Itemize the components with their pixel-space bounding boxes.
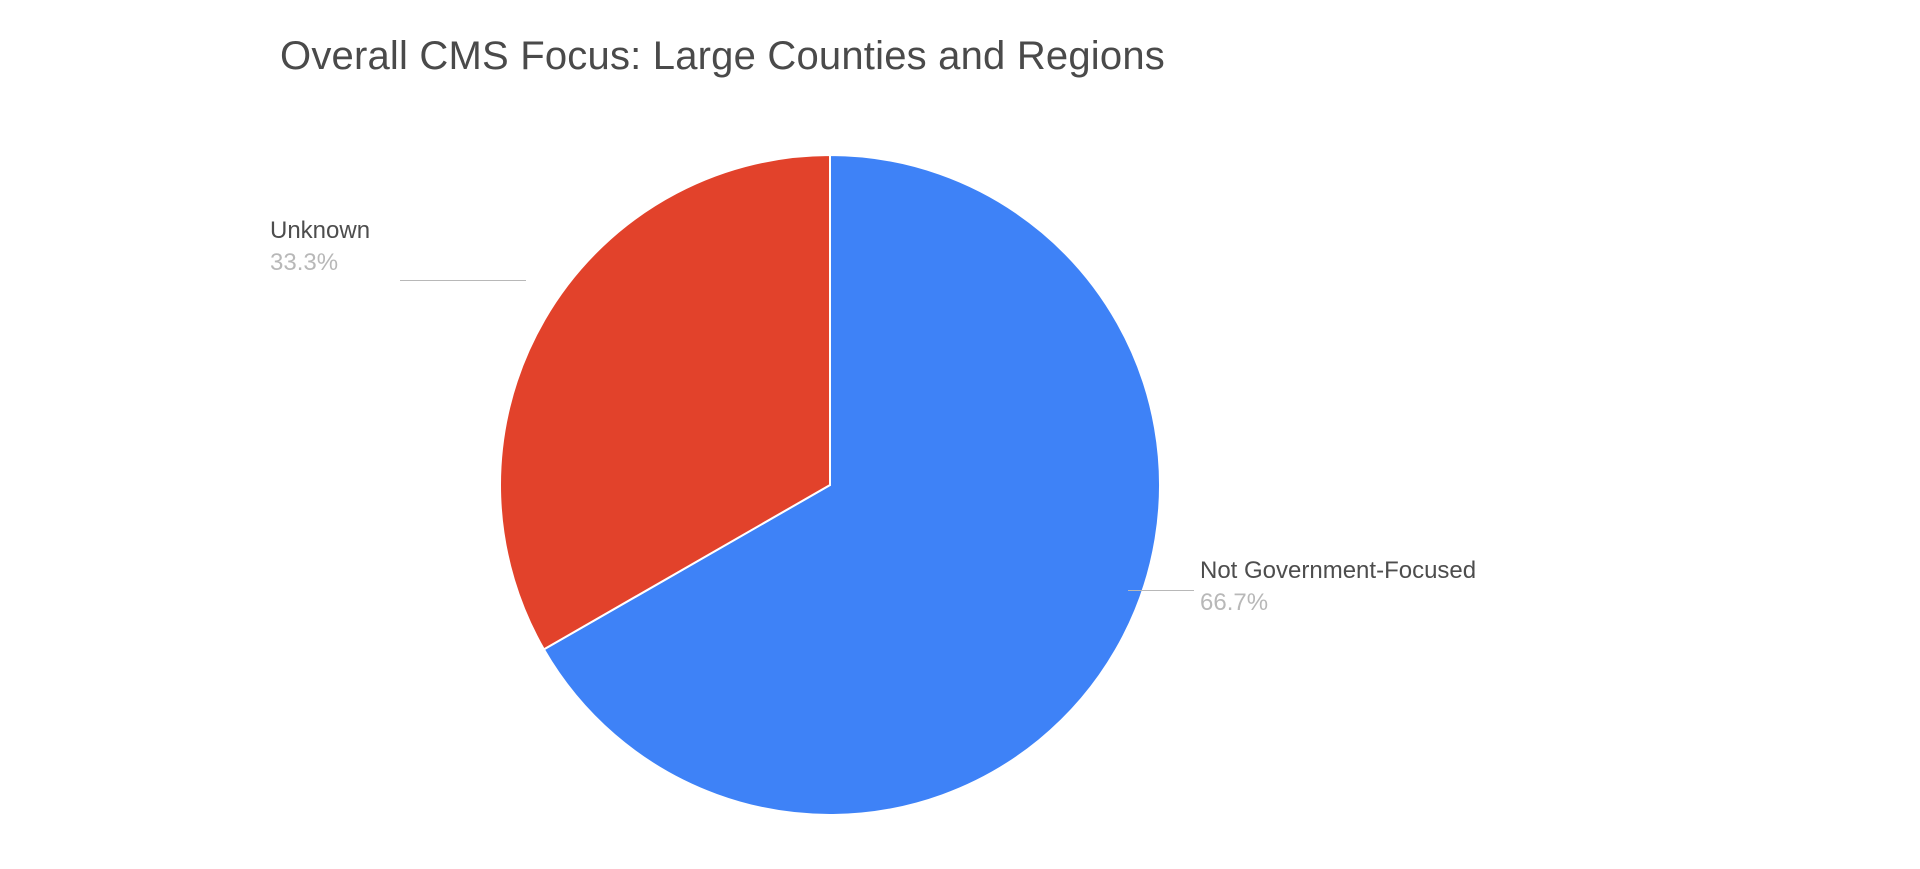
pie-chart [498, 153, 1162, 817]
slice-label-unknown: Unknown 33.3% [270, 215, 370, 280]
pie-chart-container: Overall CMS Focus: Large Counties and Re… [0, 0, 1920, 869]
slice-name-not-gov: Not Government-Focused [1200, 555, 1476, 587]
slice-name-unknown: Unknown [270, 215, 370, 247]
slice-percent-not-gov: 66.7% [1200, 587, 1476, 619]
leader-line-not-gov [1128, 590, 1194, 591]
leader-line-unknown [400, 280, 526, 281]
chart-title: Overall CMS Focus: Large Counties and Re… [280, 34, 1165, 79]
slice-label-not-gov: Not Government-Focused 66.7% [1200, 555, 1476, 620]
slice-percent-unknown: 33.3% [270, 247, 370, 279]
